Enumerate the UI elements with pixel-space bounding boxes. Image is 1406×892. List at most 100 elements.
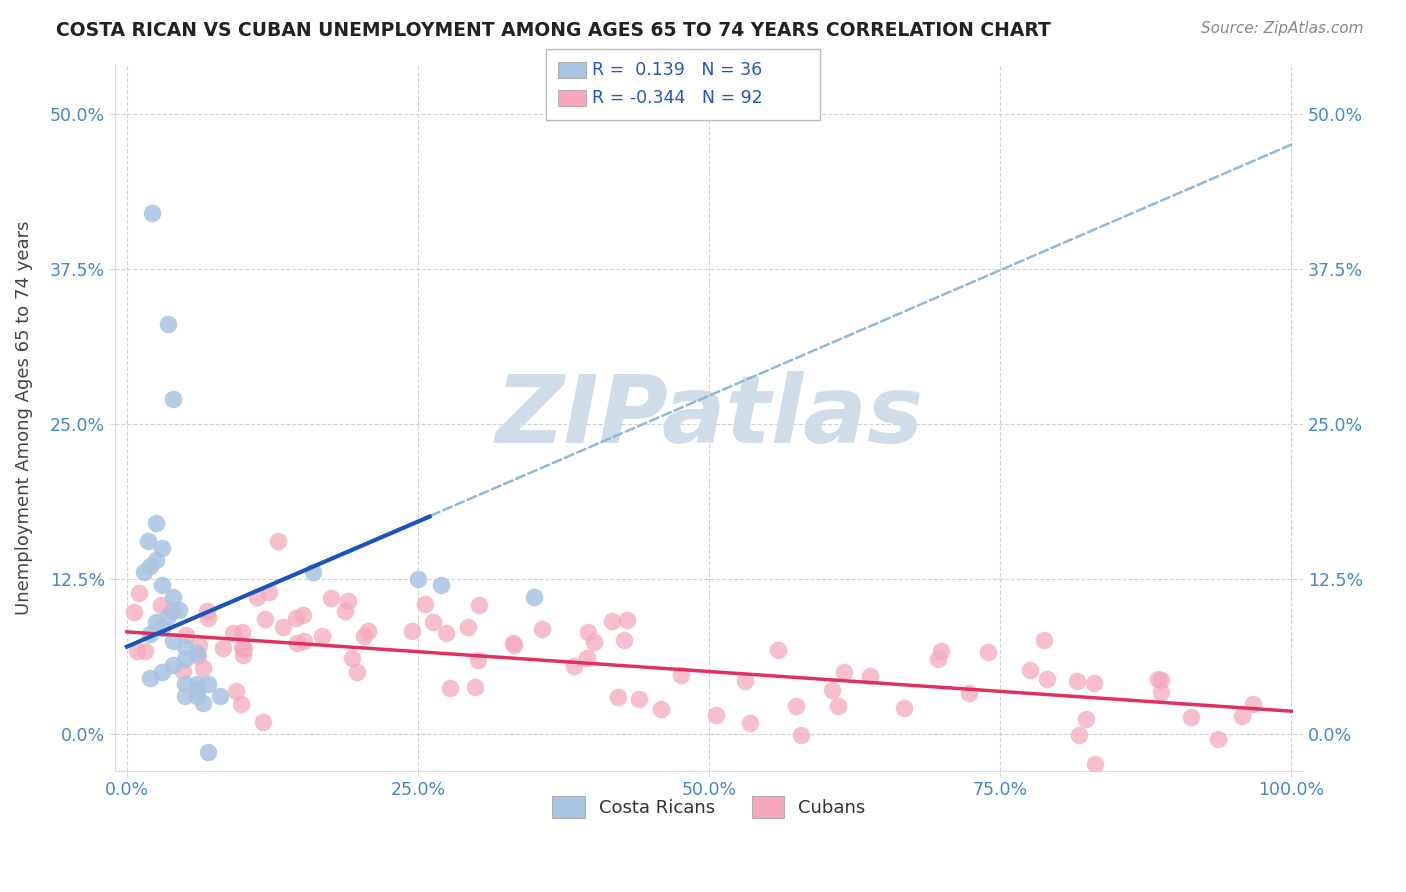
Point: [1035, 672, 1057, 686]
Point: [1241, 698, 1264, 712]
Point: [1230, 708, 1253, 723]
Point: [139, 627, 162, 641]
Point: [1180, 710, 1202, 724]
Point: [302, 566, 325, 580]
Point: [616, 613, 638, 627]
Point: [285, 636, 308, 650]
Point: [211, 640, 233, 655]
Point: [929, 644, 952, 658]
Point: [357, 624, 380, 638]
Point: [174, 628, 197, 642]
Point: [174, 677, 197, 691]
Point: [229, 698, 252, 712]
Point: [821, 682, 844, 697]
Point: [413, 597, 436, 611]
Point: [669, 667, 692, 681]
Point: [271, 620, 294, 634]
Point: [1150, 685, 1173, 699]
Point: [232, 642, 254, 657]
Point: [1074, 712, 1097, 726]
Text: R = -0.344   N = 92: R = -0.344 N = 92: [592, 89, 762, 107]
Point: [174, 690, 197, 704]
Point: [785, 699, 807, 714]
Point: [125, 644, 148, 658]
Point: [150, 598, 173, 612]
Point: [254, 612, 277, 626]
Legend: Costa Ricans, Cubans: Costa Ricans, Cubans: [546, 789, 873, 825]
Point: [246, 591, 269, 605]
Point: [457, 620, 479, 634]
Point: [766, 643, 789, 657]
Point: [285, 611, 308, 625]
Point: [337, 594, 360, 608]
Text: Source: ZipAtlas.com: Source: ZipAtlas.com: [1201, 21, 1364, 36]
Point: [1066, 673, 1088, 688]
Point: [503, 638, 526, 652]
Point: [136, 534, 159, 549]
Point: [430, 578, 453, 592]
Point: [346, 665, 368, 679]
Point: [187, 648, 209, 663]
Point: [225, 684, 247, 698]
Point: [231, 640, 253, 654]
Point: [221, 626, 243, 640]
Point: [738, 716, 761, 731]
Point: [186, 646, 208, 660]
Point: [186, 677, 208, 691]
Point: [150, 665, 173, 679]
Y-axis label: Unemployment Among Ages 65 to 74 years: Unemployment Among Ages 65 to 74 years: [15, 220, 32, 615]
Point: [139, 559, 162, 574]
Point: [468, 598, 491, 612]
Point: [650, 702, 672, 716]
Point: [523, 590, 546, 604]
Point: [257, 585, 280, 599]
Point: [167, 602, 190, 616]
Point: [162, 392, 184, 406]
Point: [141, 206, 163, 220]
Point: [150, 578, 173, 592]
Point: [292, 607, 315, 622]
Point: [1083, 675, 1105, 690]
Point: [353, 629, 375, 643]
Point: [186, 683, 208, 698]
Point: [231, 625, 253, 640]
Point: [576, 651, 599, 665]
Point: [156, 608, 179, 623]
Point: [1084, 757, 1107, 772]
Point: [406, 572, 429, 586]
Point: [977, 645, 1000, 659]
Point: [1032, 632, 1054, 647]
Point: [208, 690, 231, 704]
Point: [790, 728, 813, 742]
Point: [827, 699, 849, 714]
Point: [340, 651, 363, 665]
Point: [172, 664, 194, 678]
Point: [191, 696, 214, 710]
Point: [122, 605, 145, 619]
Point: [139, 671, 162, 685]
Point: [292, 634, 315, 648]
Point: [128, 586, 150, 600]
Point: [576, 624, 599, 639]
Point: [197, 610, 219, 624]
Text: R =  0.139   N = 36: R = 0.139 N = 36: [592, 61, 762, 78]
Point: [1018, 664, 1040, 678]
Point: [311, 629, 333, 643]
Point: [1150, 673, 1173, 688]
Point: [530, 622, 553, 636]
Point: [197, 677, 219, 691]
Point: [162, 633, 184, 648]
Point: [187, 639, 209, 653]
Point: [319, 591, 342, 605]
Point: [467, 653, 489, 667]
Point: [333, 604, 356, 618]
Point: [174, 652, 197, 666]
Point: [162, 604, 184, 618]
Text: ZIPatlas: ZIPatlas: [495, 371, 924, 463]
Point: [191, 661, 214, 675]
Point: [145, 553, 167, 567]
Point: [232, 648, 254, 662]
Point: [160, 603, 183, 617]
Point: [562, 659, 585, 673]
Point: [893, 700, 915, 714]
